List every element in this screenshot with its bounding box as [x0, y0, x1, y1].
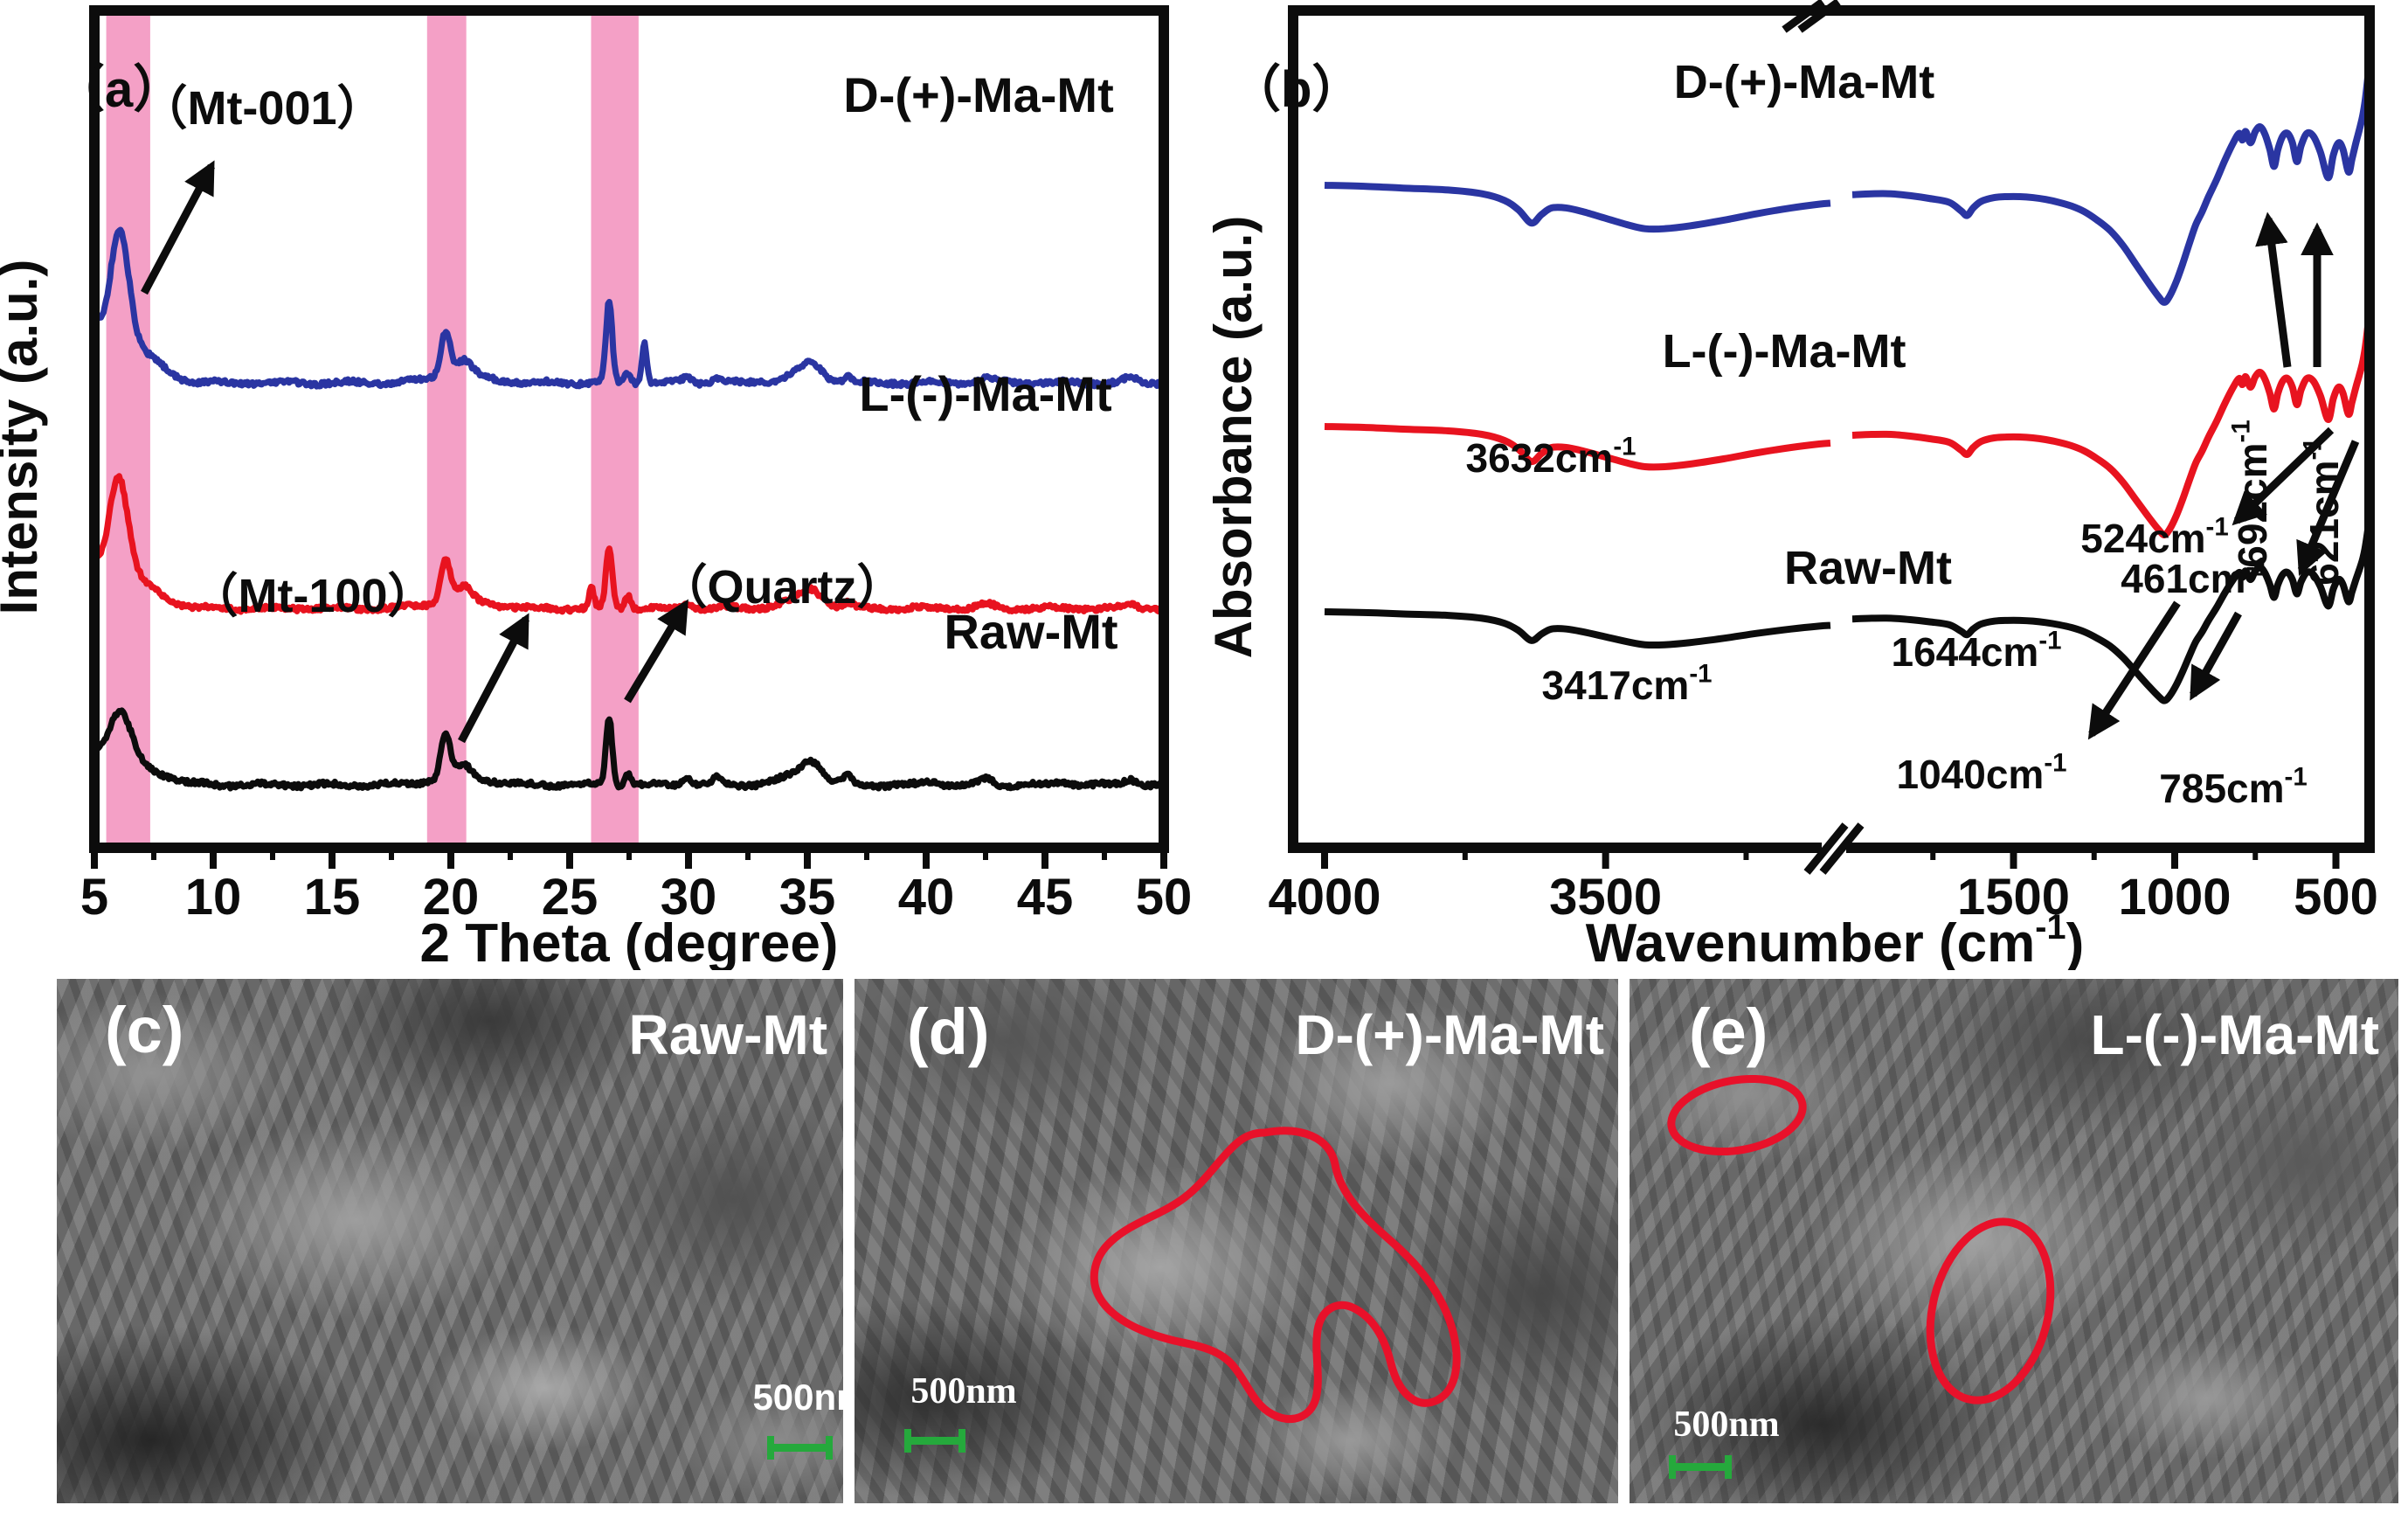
- charts-canvas: D-(+)-Ma-Mt L-(-)-Ma-Mt Raw-Mt 5 10 15 20 25 30 3…: [0, 0, 2378, 970]
- series-label: Raw-Mt: [1784, 542, 1952, 594]
- annotation-arrow: [458, 613, 529, 744]
- series-label: D-(+)-Ma-Mt: [1674, 56, 1934, 108]
- panel-letter-b: （b）: [1230, 61, 1362, 118]
- wavenumber-annotation-label: 524cm-1: [2080, 513, 2228, 561]
- ftir-series-D-(+)-Ma-Mt: [1324, 182, 1831, 233]
- wavenumber-annotation-label: 3632cm-1: [1465, 433, 1636, 481]
- x-axis-tick-label: 3500: [1549, 869, 1662, 926]
- x-axis-tick-label: 25: [542, 869, 599, 926]
- x-axis-tick-label: 10: [185, 869, 242, 926]
- ftir-series-Raw-Mt: [1851, 526, 2372, 704]
- y-axis-title: Intensity (a.u.): [0, 260, 48, 615]
- scalebar-text-d: 500nm: [910, 1371, 1017, 1411]
- series-label: L-(-)-Ma-Mt: [859, 366, 1111, 421]
- sem-image-d-ma-mt: (d) D-(+)-Ma-Mt 500nm: [855, 979, 1618, 1503]
- wavenumber-annotation-label: 3417cm-1: [1541, 660, 1712, 708]
- x-axis-tick-label: 45: [1017, 869, 1074, 926]
- x-axis-tick-label: 35: [779, 869, 836, 926]
- annotation-arrow: [2087, 600, 2181, 740]
- x-axis-tick-label: 500: [2294, 869, 2378, 926]
- highlight-band: [106, 10, 150, 848]
- wavenumber-annotation-label: 1644cm-1: [1891, 627, 2061, 675]
- sem-row: (c) Raw-Mt 500nm (d) D-(+)-Ma-Mt 500nm (…: [0, 979, 2408, 1503]
- x-axis-tick-label: 4000: [1268, 869, 1380, 926]
- xrd-series-L-(-)-Ma-Mt: [92, 473, 1166, 615]
- ftir-series-L-(-)-Ma-Mt: [1324, 423, 1831, 471]
- wavenumber-annotation-label: 785cm-1: [2159, 763, 2307, 811]
- x-axis-tick-label: 1500: [1957, 869, 2070, 926]
- x-axis-tick-label: 15: [304, 869, 361, 926]
- ftir-series-L-(-)-Ma-Mt: [1851, 323, 2372, 538]
- scale-bar-d: [904, 1429, 965, 1453]
- y-axis-title: Absorbance (a.u.): [1204, 216, 1263, 659]
- x-axis-tick-label: 5: [80, 869, 108, 926]
- scalebar-text-e: 500nm: [1673, 1405, 1780, 1445]
- x-axis-tick-label: 50: [1136, 869, 1193, 926]
- highlight-band: [591, 10, 639, 848]
- panel-letter-d: (d): [907, 995, 990, 1068]
- panel-letter-c: (c): [105, 994, 184, 1066]
- xrd-series-D-(+)-Ma-Mt: [93, 226, 1166, 390]
- panel-letter-e: (e): [1689, 995, 1768, 1068]
- annotation-arrow: [2190, 611, 2242, 701]
- scale-bar-e: [1669, 1455, 1732, 1479]
- xrd-panel: D-(+)-Ma-Mt L-(-)-Ma-Mt Raw-Mt 5 10 15 20 25 30 3…: [0, 5, 1193, 970]
- axis-break-mark: [1803, 822, 1849, 875]
- x-axis-tick-label: 40: [898, 869, 955, 926]
- panel-letter-a: （a）: [54, 61, 183, 118]
- series-label: D-(+)-Ma-Mt: [843, 67, 1113, 122]
- x-axis-tick-label: 30: [661, 869, 717, 926]
- x-axis-tick-label: 20: [423, 869, 480, 926]
- sem-image-l-ma-mt: (e) L-(-)-Ma-Mt 500nm: [1630, 979, 2398, 1503]
- wavenumber-annotation-label: 461cm-1: [2121, 553, 2268, 601]
- axis-break-mark: [1782, 0, 1825, 33]
- peak-annotation-label: （Mt-100）: [190, 570, 434, 622]
- sem-sample-label-raw-mt: Raw-Mt: [628, 1003, 827, 1066]
- sem-sample-label-l-ma-mt: L-(-)-Ma-Mt: [2090, 1003, 2380, 1066]
- xrd-series-Raw-Mt: [92, 707, 1166, 792]
- peak-annotation-label: （Quartz）: [660, 561, 903, 614]
- annotation-arrow: [2232, 427, 2335, 526]
- ftir-series-D-(+)-Ma-Mt: [1851, 73, 2372, 306]
- scalebar-text-c: 500nm: [752, 1377, 843, 1418]
- sem-image-raw-mt: (c) Raw-Mt 500nm: [57, 979, 843, 1503]
- ftir-series-Raw-Mt: [1324, 608, 1831, 649]
- annotation-arrow: [2296, 440, 2360, 576]
- wavenumber-annotation-label: 1040cm-1: [1896, 749, 2066, 797]
- annotation-arrow: [2255, 212, 2292, 368]
- scale-bar-c: [767, 1436, 833, 1460]
- axis-break-mark: [1819, 822, 1865, 875]
- x-axis-title: 2 Theta (degree): [420, 913, 839, 970]
- x-axis-tick-label: 1000: [2118, 869, 2231, 926]
- x-axis-title: Wavenumber (cm-1): [1586, 908, 2084, 970]
- axis-break-mark: [1797, 0, 1841, 33]
- series-label: Raw-Mt: [944, 604, 1118, 659]
- peak-annotation-label: （Mt-001）: [140, 82, 384, 135]
- annotation-arrow: [624, 599, 688, 704]
- ftir-panel: D-(+)-Ma-Mt L-(-)-Ma-Mt Raw-Mt 4000 3500 1500…: [1204, 0, 2378, 970]
- highlight-band: [426, 10, 467, 848]
- annotation-arrow: [141, 160, 215, 295]
- sem-sample-label-d-ma-mt: D-(+)-Ma-Mt: [1295, 1003, 1604, 1066]
- series-label: L-(-)-Ma-Mt: [1663, 325, 1906, 378]
